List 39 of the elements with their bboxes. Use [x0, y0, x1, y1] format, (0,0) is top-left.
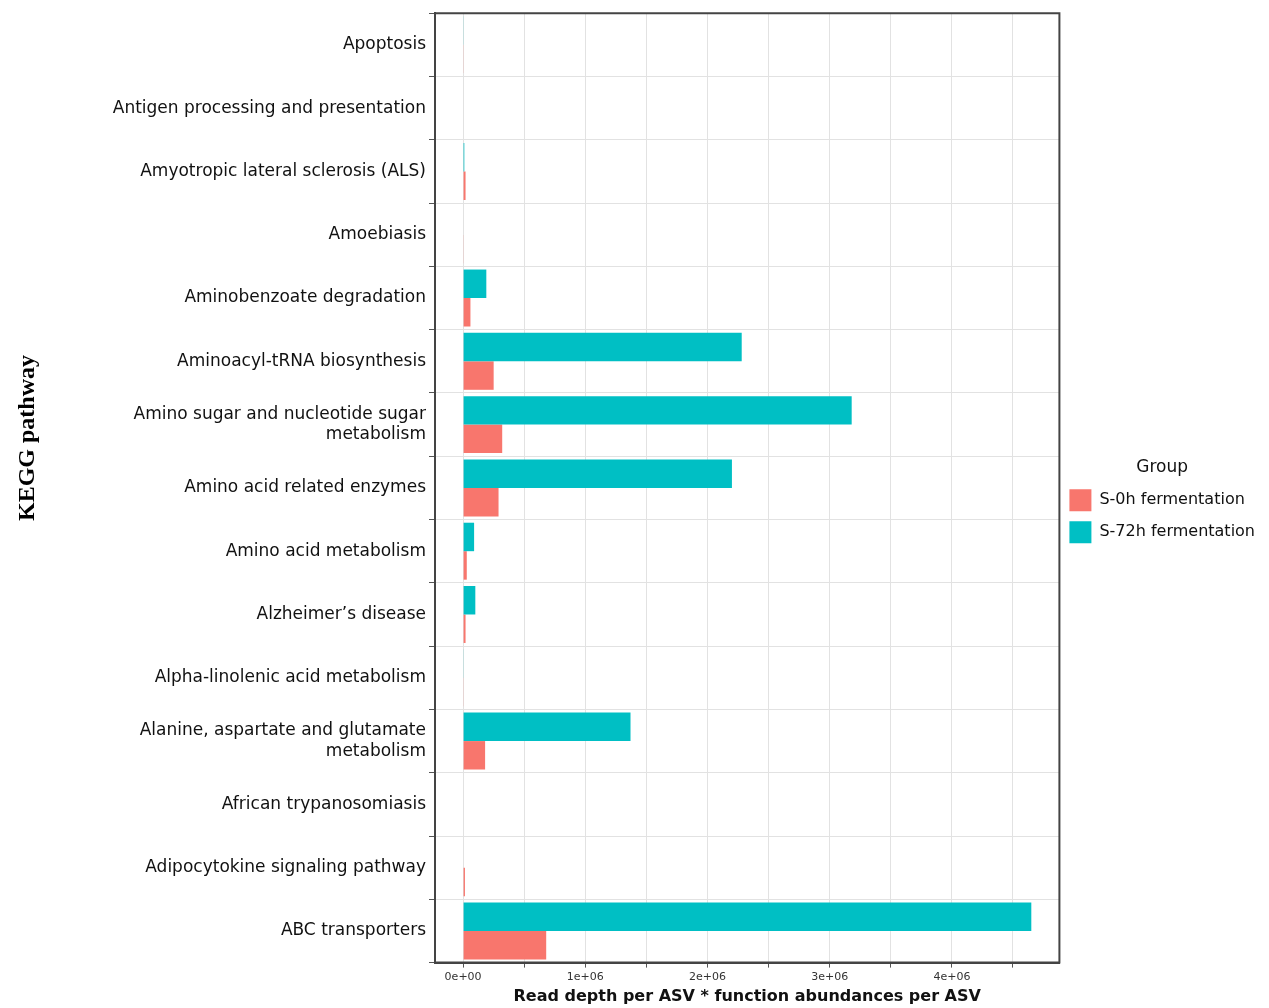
y-tick-label: African trypanosomiasis	[221, 792, 427, 813]
bar	[463, 424, 503, 454]
y-tick-label: Apoptosis	[342, 33, 427, 54]
y-tick-label: Aminoacyl-tRNA biosynthesis	[177, 349, 427, 370]
y-tick-label: Alpha-linolenic acid metabolism	[154, 666, 426, 687]
y-tick-label: Aminobenzoate degradation	[184, 286, 426, 307]
bar	[463, 930, 547, 960]
bar	[463, 712, 631, 742]
legend-label: S-0h fermentation	[1099, 489, 1245, 509]
y-tick-label: Amyotropic lateral sclerosis (ALS)	[140, 159, 426, 180]
y-tick-label: ABC transporters	[280, 919, 427, 940]
bar	[463, 522, 475, 552]
x-tick-label: 2e+06	[689, 970, 726, 984]
bar	[463, 741, 486, 770]
x-axis-title: Read depth per ASV * function abundances per ASV	[513, 985, 982, 1005]
bar	[463, 586, 476, 615]
legend-label: S-72h fermentation	[1099, 521, 1256, 541]
bar	[463, 487, 499, 517]
x-tick-label: 0e+00	[444, 970, 482, 984]
y-tick-label: Alzheimer’s disease	[256, 602, 426, 623]
y-tick-label: Antigen processing and presentation	[112, 96, 426, 117]
y-tick-label: Amino acid metabolism	[225, 539, 426, 560]
bar	[463, 551, 467, 580]
bar	[463, 332, 742, 362]
legend-title: Group	[1136, 455, 1189, 476]
x-tick-label: 3e+06	[811, 970, 849, 984]
y-tick-label: Adipocytokine signaling pathway	[145, 856, 426, 877]
bar	[463, 902, 1032, 931]
bar	[463, 269, 487, 299]
y-tick-label: Amino acid related enzymes	[184, 476, 427, 497]
x-tick-label: 4e+06	[933, 970, 971, 984]
y-tick-label: Amino sugar and nucleotide sugar metabolism	[133, 402, 426, 444]
x-tick-label: 1e+06	[566, 970, 604, 984]
bar	[463, 361, 494, 390]
y-tick-label: Amoebiasis	[328, 223, 427, 244]
y-tick-label: Alanine, aspartate and glutamate metabolism	[139, 719, 426, 760]
bar	[463, 459, 732, 488]
y-axis-title: KEGG pathway	[12, 354, 40, 522]
bar	[463, 396, 852, 425]
